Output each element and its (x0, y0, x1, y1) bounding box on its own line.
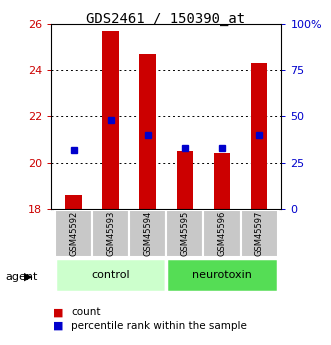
Bar (102, 31, 119, 209)
Text: percentile rank within the sample: percentile rank within the sample (71, 321, 247, 331)
Text: neurotoxin: neurotoxin (192, 270, 252, 279)
Bar (166, 210, 204, 257)
Text: GSM45597: GSM45597 (255, 211, 263, 256)
Text: control: control (91, 270, 130, 279)
Bar (139, 54, 156, 209)
Bar (92, 210, 129, 257)
Text: ▶: ▶ (24, 272, 32, 282)
Bar (251, 63, 267, 209)
Text: count: count (71, 307, 101, 317)
Bar (166, 258, 278, 292)
Text: ■: ■ (53, 321, 64, 331)
Text: ■: ■ (53, 307, 64, 317)
Text: GSM45596: GSM45596 (217, 211, 226, 256)
Text: GSM45592: GSM45592 (69, 211, 78, 256)
Bar (204, 210, 241, 257)
Bar (129, 210, 166, 257)
Bar (241, 210, 278, 257)
Text: GSM45594: GSM45594 (143, 211, 152, 256)
Text: GSM45593: GSM45593 (106, 211, 115, 256)
Bar (65, 195, 82, 209)
Bar (213, 154, 230, 209)
Text: agent: agent (5, 272, 37, 282)
Bar (176, 151, 193, 209)
Text: GSM45595: GSM45595 (180, 211, 189, 256)
Bar (55, 258, 166, 292)
Bar (55, 210, 92, 257)
Text: GDS2461 / 150390_at: GDS2461 / 150390_at (86, 12, 245, 26)
